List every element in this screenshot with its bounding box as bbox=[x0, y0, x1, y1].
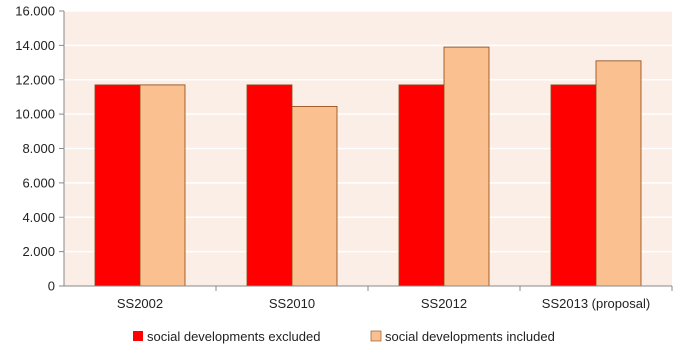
bar-included bbox=[595, 60, 642, 287]
bar-excluded bbox=[398, 84, 445, 287]
y-tick-label: 16.000 bbox=[15, 4, 55, 19]
legend-swatch bbox=[370, 330, 382, 342]
y-tick-label: 10.000 bbox=[15, 107, 55, 122]
x-category-label: SS2012 bbox=[421, 296, 467, 311]
y-tick-label: 8.000 bbox=[22, 141, 55, 156]
bar-excluded bbox=[550, 84, 597, 287]
x-axis-categories: SS2002 SS2010 SS2012 SS2013 (proposal) bbox=[117, 286, 673, 311]
y-tick-label: 4.000 bbox=[22, 210, 55, 225]
y-tick-label: 0 bbox=[48, 279, 55, 294]
y-axis-ticks: 0 2.000 4.000 6.000 8.000 10.000 12.000 14.000 1… bbox=[15, 4, 64, 294]
bars bbox=[94, 46, 642, 287]
legend-swatch bbox=[133, 331, 143, 341]
x-category-label: SS2010 bbox=[269, 296, 315, 311]
legend: social developments excluded social devel… bbox=[133, 329, 555, 344]
y-tick-label: 14.000 bbox=[15, 38, 55, 53]
x-category-label: SS2013 (proposal) bbox=[542, 296, 650, 311]
bar-included bbox=[291, 105, 338, 287]
bar-included bbox=[139, 84, 186, 287]
legend-label: social developments included bbox=[385, 329, 555, 344]
y-tick-label: 6.000 bbox=[22, 175, 55, 190]
bar-excluded bbox=[246, 84, 293, 287]
y-tick-label: 2.000 bbox=[22, 244, 55, 259]
y-tick-label: 12.000 bbox=[15, 72, 55, 87]
bar-excluded bbox=[94, 84, 141, 287]
x-category-label: SS2002 bbox=[117, 296, 163, 311]
legend-label: social developments excluded bbox=[147, 329, 320, 344]
bar-included bbox=[443, 46, 490, 287]
